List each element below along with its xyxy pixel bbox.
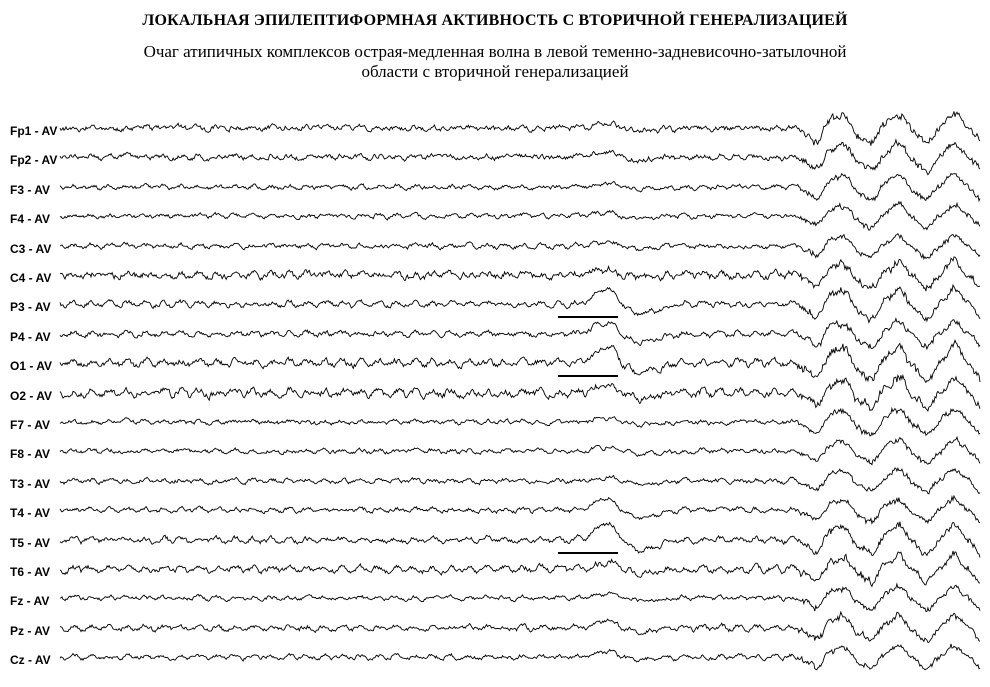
- channel-label: Fp2 - AV: [0, 154, 68, 166]
- channel-label: C4 - AV: [0, 272, 68, 284]
- subtitle-line1: Очаг атипичных комплексов острая-медленн…: [144, 42, 847, 61]
- channel-label: F8 - AV: [0, 448, 68, 460]
- figure-title: ЛОКАЛЬНАЯ ЭПИЛЕПТИФОРМНАЯ АКТИВНОСТЬ С В…: [0, 12, 990, 30]
- figure-subtitle: Очаг атипичных комплексов острая-медленн…: [0, 42, 990, 82]
- eeg-figure: ЛОКАЛЬНАЯ ЭПИЛЕПТИФОРМНАЯ АКТИВНОСТЬ С В…: [0, 0, 990, 687]
- channel-label: Pz - AV: [0, 625, 68, 637]
- channel-label: F4 - AV: [0, 213, 68, 225]
- subtitle-line2: области с вторичной генерализацией: [361, 62, 628, 81]
- channel-label: T6 - AV: [0, 566, 68, 578]
- channel-label: P3 - AV: [0, 301, 68, 313]
- channel-label: Fp1 - AV: [0, 125, 68, 137]
- channel-label: F7 - AV: [0, 419, 68, 431]
- eeg-trace: [60, 627, 980, 687]
- channel-label: T3 - AV: [0, 478, 68, 490]
- channel-label: T4 - AV: [0, 507, 68, 519]
- channel-label: Fz - AV: [0, 595, 68, 607]
- channel-label: C3 - AV: [0, 243, 68, 255]
- channel-label: F3 - AV: [0, 184, 68, 196]
- channel-label: Cz - AV: [0, 654, 68, 666]
- channel-label: O1 - AV: [0, 360, 68, 372]
- channel-label: P4 - AV: [0, 331, 68, 343]
- channel-label: T5 - AV: [0, 537, 68, 549]
- channel-label: O2 - AV: [0, 390, 68, 402]
